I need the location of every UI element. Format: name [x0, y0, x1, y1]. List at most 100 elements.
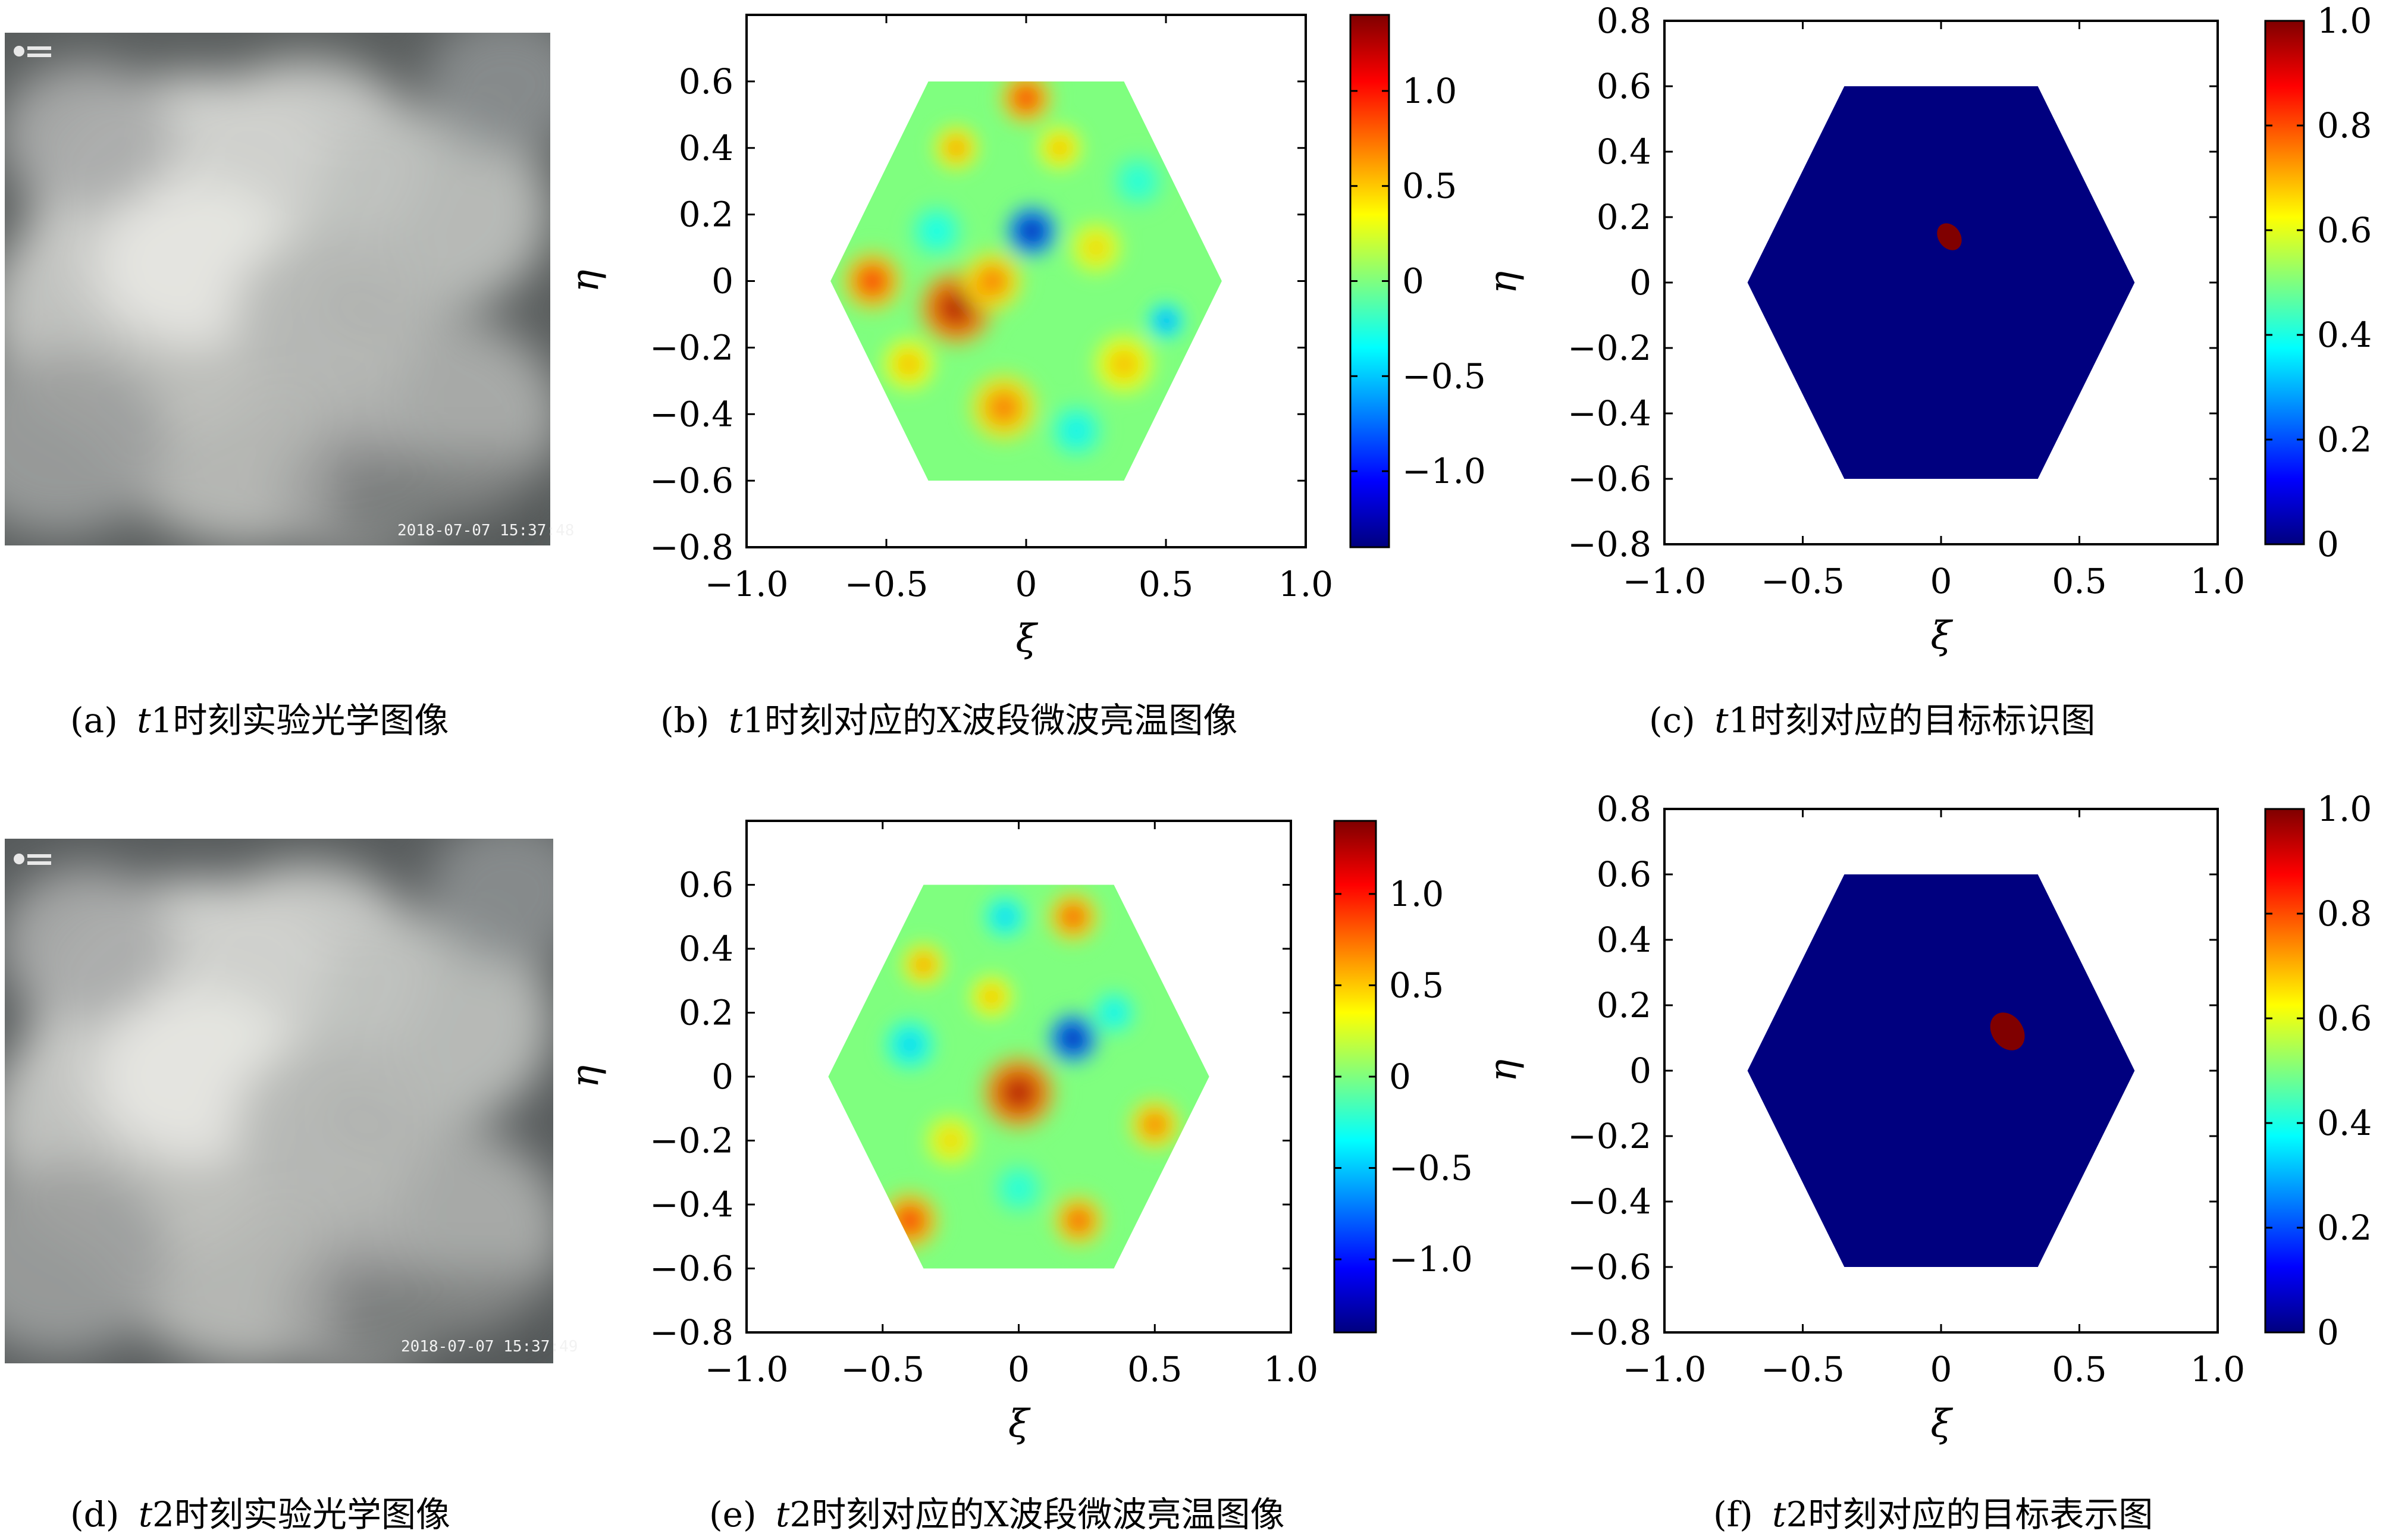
x-tick-label: −1.0: [1623, 561, 1707, 601]
x-tick-label: 0: [1015, 564, 1037, 604]
y-tick-label: 0.2: [1597, 197, 1651, 237]
caption-e-var: t: [776, 1494, 790, 1535]
y-tick-label: 0: [711, 1056, 733, 1097]
colorbar-tick-label: 0.4: [2317, 315, 2372, 355]
colorbar-tick-label: −1.0: [1402, 451, 1486, 491]
y-tick-label: 0.6: [1597, 66, 1651, 106]
heat-blob: [832, 240, 913, 322]
colorbar-tick-label: 1.0: [1389, 874, 1444, 914]
x-tick-label: 0: [1008, 1349, 1030, 1390]
x-tick-label: −1.0: [705, 564, 789, 604]
x-tick-label: −0.5: [1761, 1349, 1845, 1390]
colorbar: [2264, 20, 2305, 545]
colorbar-tick-label: 0: [2317, 1312, 2339, 1353]
heat-blob: [1044, 1186, 1113, 1255]
colorbar-tick-label: 0.5: [1389, 965, 1444, 1005]
photo-timestamp-a: 2018-07-07 15:37:48: [397, 522, 574, 540]
y-tick-label: 0.2: [679, 993, 733, 1033]
x-tick-label: 1.0: [1264, 1349, 1318, 1390]
caption-d-prefix: (d): [70, 1494, 119, 1535]
heat-blob: [996, 196, 1067, 266]
y-tick-label: −0.4: [650, 1184, 733, 1225]
y-tick-label: −0.2: [1567, 1116, 1651, 1156]
y-tick-label: −0.6: [1567, 459, 1651, 499]
x-tick-label: −0.5: [845, 564, 929, 604]
target-background: [1747, 874, 2135, 1267]
y-axis-label: η: [563, 269, 607, 292]
panel-e: −1.0 −0.5 0 0.5 1.0 0.6 0.4 0.2 0 −0.2 −0.4 −0.6 −0.…: [563, 820, 1473, 1446]
y-tick-label: 0.4: [679, 128, 733, 168]
colorbar-tick-label: −0.5: [1402, 356, 1486, 396]
cloud-texture-a: [5, 33, 550, 545]
panel-c: −1.0 −0.5 0 0.5 1.0 0.8 0.6 0.4 0.2 0 −0.2 −0.4 −0.6…: [1481, 1, 2372, 658]
x-axis-label: ξ: [1015, 617, 1038, 661]
x-tick-label: −1.0: [705, 1349, 789, 1390]
caption-d-var: t: [139, 1494, 153, 1535]
x-tick-label: −0.5: [841, 1349, 924, 1390]
caption-a-rest: 1时刻实验光学图像: [151, 700, 449, 741]
colorbar-tick-label: 0.6: [2317, 998, 2372, 1039]
y-tick-label: 0.2: [679, 195, 733, 235]
caption-e-rest: 2时刻对应的X波段微波亮温图像: [789, 1494, 1284, 1535]
cloud-texture-d: [5, 839, 553, 1363]
colorbar-tick-label: 0.6: [2317, 210, 2372, 250]
caption-c-rest: 1时刻对应的目标标识图: [1729, 700, 2096, 741]
colorbar-tick-label: 0.4: [2317, 1103, 2372, 1143]
y-tick-label: −0.6: [1567, 1247, 1651, 1287]
heat-blob: [926, 117, 987, 178]
heatmap-field: [828, 885, 1209, 1269]
caption-e: (e) t2时刻对应的X波段微波亮温图像: [709, 1494, 1285, 1535]
heat-blob: [990, 81, 1062, 134]
heat-blob: [893, 935, 953, 995]
heat-blob: [1039, 885, 1108, 951]
x-tick-label: −1.0: [1623, 1349, 1707, 1390]
caption-b-var: t: [729, 700, 743, 741]
colorbar-tick-label: 0: [2317, 524, 2339, 564]
heat-blob: [984, 1154, 1054, 1223]
heat-blob: [1041, 395, 1112, 466]
y-tick-label: 0.4: [1597, 920, 1651, 960]
x-axis-label: ξ: [1930, 614, 1953, 658]
colorbar-tick-label: 0.5: [1402, 166, 1457, 206]
heatmap-field: [1747, 874, 2135, 1267]
panel-a: 2018-07-07 15:37:48 (a) t1时刻实验光学图像: [5, 33, 574, 741]
target-region: [1990, 1012, 2025, 1050]
caption-c-prefix: (c): [1649, 700, 1695, 741]
camera-logo-icon: [14, 854, 51, 865]
colorbar-tick-label: 0: [1389, 1056, 1411, 1097]
x-tick-label: 1.0: [2190, 561, 2245, 601]
x-tick-label: 0: [1930, 561, 1952, 601]
caption-a-var: t: [137, 700, 151, 741]
y-tick-label: −0.4: [1567, 393, 1651, 434]
caption-f: (f) t2时刻对应的目标表示图: [1713, 1494, 2153, 1535]
panel-d: 2018-07-07 15:37:49 (d) t2时刻实验光学图像: [5, 839, 578, 1535]
colorbar-tick-label: 1.0: [2317, 789, 2372, 829]
heatmap-field: [830, 81, 1222, 481]
caption-f-var: t: [1772, 1494, 1786, 1535]
colorbar: [2264, 808, 2305, 1334]
y-axis-label: η: [563, 1065, 607, 1088]
y-tick-label: 0: [711, 261, 733, 302]
heat-blob: [970, 1043, 1068, 1142]
y-tick-label: −0.8: [650, 527, 733, 567]
panel-b: −1.0 −0.5 0 0.5 1.0 0.6 0.4 0.2 0 −0.2 −0.4 −0.6 −0.…: [563, 14, 1486, 661]
y-tick-label: −0.2: [650, 1121, 733, 1161]
heat-blob: [1102, 146, 1174, 217]
heat-blob: [916, 1106, 985, 1175]
y-tick-label: 0.4: [679, 929, 733, 969]
colorbar-tick-label: −0.5: [1389, 1148, 1473, 1188]
panel-f: −1.0 −0.5 0 0.5 1.0 0.8 0.6 0.4 0.2 0 −0.2 −0.4 −0.6…: [1481, 789, 2372, 1446]
caption-e-prefix: (e): [709, 1494, 757, 1535]
y-tick-label: 0.2: [1597, 985, 1651, 1025]
heat-blob: [1029, 117, 1090, 178]
y-tick-label: −0.2: [650, 327, 733, 368]
x-axis-label: ξ: [1008, 1402, 1031, 1446]
caption-f-rest: 2时刻对应的目标表示图: [1786, 1494, 2153, 1535]
caption-b-prefix: (b): [660, 700, 709, 741]
y-tick-label: −0.6: [650, 1249, 733, 1289]
x-tick-label: 0.5: [1127, 1349, 1182, 1390]
heat-blob: [962, 967, 1021, 1027]
y-tick-label: −0.6: [650, 460, 733, 501]
y-tick-label: 0.6: [679, 61, 733, 102]
heat-blob: [901, 196, 972, 266]
